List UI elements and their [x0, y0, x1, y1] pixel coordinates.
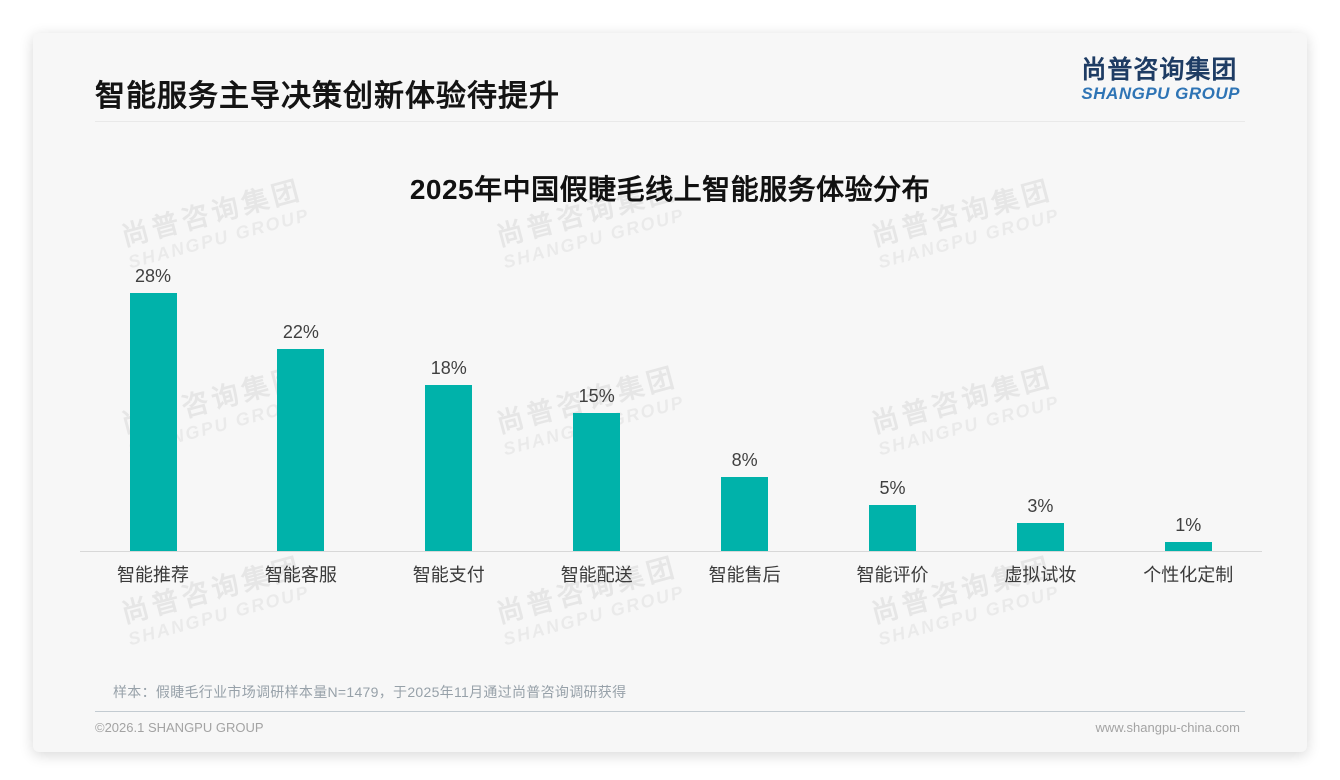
bar-chart: 28% 智能推荐 22% 智能客服 18% 智能支付 15% 智能配送 8% 智能售后 5% 智能评价… [33, 33, 1307, 752]
logo-text-cn: 尚普咨询集团 [1081, 56, 1238, 84]
bar-category-label: 智能支付 [412, 565, 485, 585]
footer-divider [95, 711, 1245, 712]
bar-7 [1016, 523, 1064, 551]
bar-3 [425, 385, 473, 551]
bar-category-label: 个性化定制 [1143, 565, 1234, 585]
sample-note: 样本：假睫毛行业市场调研样本量N=1479，于2025年11月通过尚普咨询调研获… [113, 684, 627, 700]
title-divider [95, 121, 1245, 122]
bar-value-label: 15% [578, 386, 615, 406]
x-axis-line [80, 551, 1262, 552]
bar-value-label: 3% [1027, 496, 1054, 516]
bar-value-label: 8% [731, 450, 758, 470]
bar-category-label: 虚拟试妆 [1004, 565, 1077, 585]
bar-5 [721, 477, 769, 551]
bar-1 [129, 293, 177, 551]
bar-4 [573, 413, 621, 551]
bar-value-label: 5% [879, 478, 906, 498]
bar-8 [1164, 542, 1212, 551]
slide-card: 尚普咨询集团 SHANGPU GROUP 尚普咨询集团 SHANGPU GROUP 尚普… [33, 33, 1307, 752]
bar-2 [277, 349, 325, 551]
logo-text-en: SHANGPU GROUP [1081, 83, 1240, 103]
chart-title: 2025年中国假睫毛线上智能服务体验分布 [409, 174, 931, 205]
page-title: 智能服务主导决策创新体验待提升 [95, 80, 560, 113]
bar-category-label: 智能客服 [264, 565, 337, 585]
bar-value-label: 22% [282, 322, 319, 342]
footer-website: www.shangpu-china.com [1095, 720, 1240, 735]
bar-category-label: 智能配送 [560, 565, 633, 585]
bar-value-label: 1% [1175, 515, 1202, 535]
bar-category-label: 智能评价 [856, 565, 929, 585]
bar-value-label: 18% [430, 358, 467, 378]
bar-value-label: 28% [134, 266, 172, 286]
bar-6 [869, 505, 916, 551]
bar-category-label: 智能推荐 [117, 565, 189, 585]
footer-copyright: ©2026.1 SHANGPU GROUP [95, 720, 264, 735]
company-logo: 尚普咨询集团 SHANGPU GROUP [1081, 56, 1240, 103]
bar-category-label: 智能售后 [708, 565, 781, 585]
